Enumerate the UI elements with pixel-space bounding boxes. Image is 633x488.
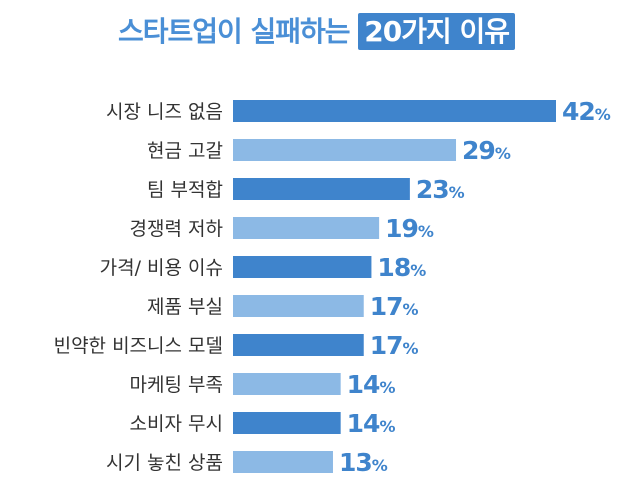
- value-label: 13%: [339, 448, 388, 477]
- value-unit: %: [403, 300, 419, 319]
- value-unit: %: [403, 339, 419, 358]
- category-label: 빈약한 비즈니스 모델: [54, 335, 223, 357]
- category-label: 제품 부실: [147, 296, 223, 318]
- bar: [233, 100, 556, 122]
- value-unit: %: [379, 417, 395, 436]
- value-unit: %: [595, 105, 611, 124]
- value-label: 17%: [370, 292, 419, 321]
- value-unit: %: [449, 183, 465, 202]
- value-label: 18%: [377, 253, 426, 282]
- bar: [233, 178, 410, 200]
- value-label: 14%: [347, 370, 396, 399]
- value-label: 14%: [347, 409, 396, 438]
- bar: [233, 373, 341, 395]
- chart-title: 스타트업이 실패하는 20가지 이유: [0, 10, 633, 50]
- bar: [233, 451, 333, 473]
- title-main: 스타트업이 실패하는: [117, 15, 351, 48]
- category-label: 시장 니즈 없음: [106, 101, 223, 123]
- category-label: 팀 부적합: [147, 179, 223, 201]
- bar: [233, 334, 364, 356]
- value-label: 42%: [562, 97, 611, 126]
- value-unit: %: [379, 378, 395, 397]
- category-label: 마케팅 부족: [130, 374, 223, 396]
- category-label: 현금 고갈: [147, 140, 223, 162]
- value-label: 19%: [385, 214, 434, 243]
- value-label: 29%: [462, 136, 511, 165]
- value-unit: %: [410, 261, 426, 280]
- value-label: 17%: [370, 331, 419, 360]
- title-highlight: 20가지 이유: [358, 13, 516, 50]
- value-label: 23%: [416, 175, 465, 204]
- bar: [233, 295, 364, 317]
- bar: [233, 256, 372, 278]
- category-label: 가격/ 비용 이슈: [100, 257, 223, 279]
- bar: [233, 139, 457, 161]
- bar: [233, 217, 380, 239]
- category-label: 소비자 무시: [130, 413, 223, 435]
- bar: [233, 412, 341, 434]
- category-label: 시기 놓친 상품: [106, 452, 223, 474]
- value-unit: %: [495, 144, 511, 163]
- value-unit: %: [372, 456, 388, 475]
- category-label: 경쟁력 저하: [130, 218, 223, 240]
- value-unit: %: [418, 222, 434, 241]
